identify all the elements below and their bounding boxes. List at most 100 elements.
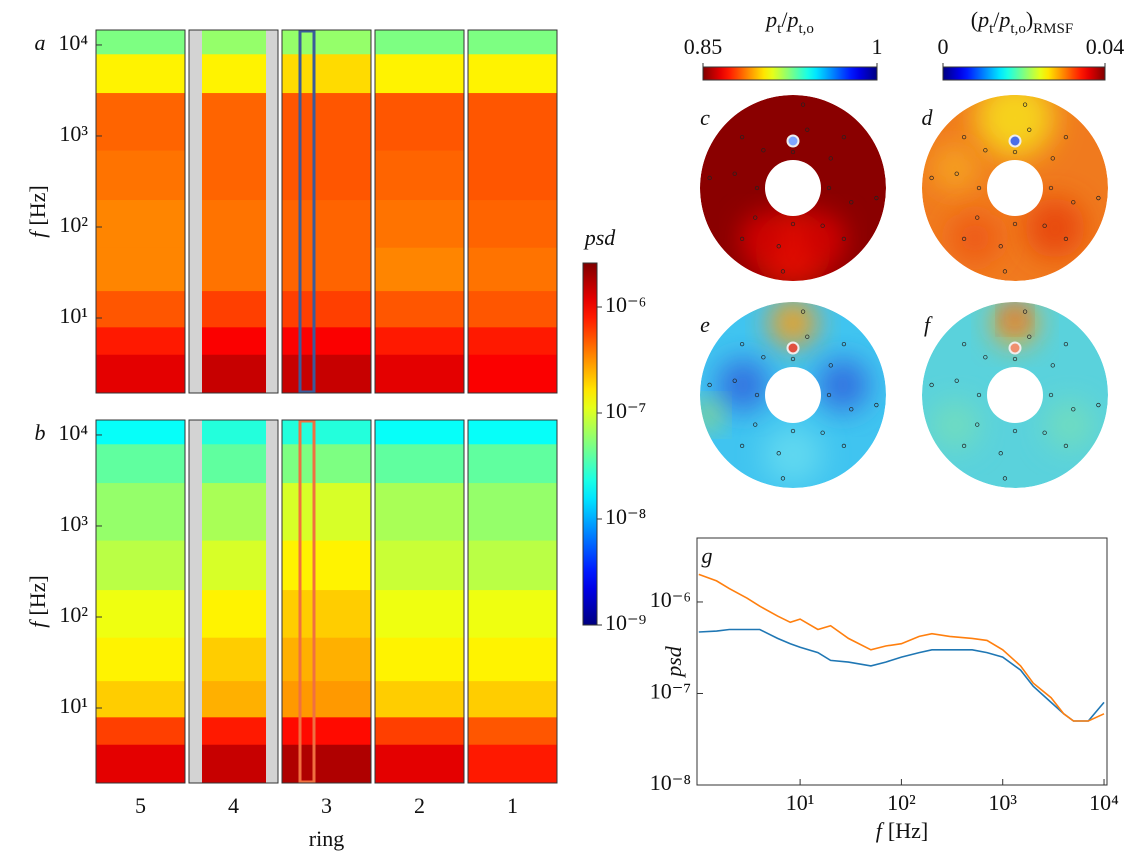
cell: [375, 150, 464, 201]
x-tick-label: 1: [507, 793, 518, 818]
sensor: [961, 134, 967, 140]
cell: [189, 290, 278, 328]
sensor: [983, 355, 988, 360]
cell: [96, 589, 185, 638]
sensor: [1063, 443, 1069, 449]
panel-label: a: [35, 30, 46, 55]
sensor: [828, 363, 833, 368]
label-part: t,o: [798, 21, 813, 37]
cell: [96, 540, 185, 591]
label-part: /: [993, 7, 1000, 32]
x-axis-label: ring: [309, 826, 344, 851]
map-blob: [763, 425, 823, 485]
sensor: [739, 236, 745, 242]
cell: [96, 247, 185, 292]
cell: [189, 150, 278, 201]
cell: [468, 540, 557, 591]
cell: [189, 540, 278, 591]
selected-sensor: [1008, 134, 1022, 148]
map-blob: [741, 216, 785, 260]
line-series: [698, 628, 1105, 722]
y-tick-label: 10⁻⁶: [650, 587, 691, 612]
cell: [96, 53, 185, 94]
sensor: [820, 223, 825, 228]
colorbar-tick-label: 0.04: [1086, 34, 1125, 59]
cell: [468, 53, 557, 94]
x-tick-label: 2: [414, 793, 425, 818]
sensor: [1022, 309, 1028, 314]
cell: [468, 443, 557, 484]
hub: [987, 160, 1043, 216]
cell: [96, 716, 185, 745]
sensor: [780, 476, 786, 481]
cell: [375, 420, 464, 445]
sensor: [754, 185, 760, 191]
cell: [282, 420, 371, 445]
label-part: p: [997, 7, 1010, 32]
sensor: [753, 422, 758, 427]
label-part: ): [1026, 7, 1033, 32]
cell: [375, 589, 464, 638]
sensor: [1027, 334, 1032, 339]
sensor: [1048, 185, 1054, 191]
cell: [96, 326, 185, 355]
heatmap-cells: [96, 30, 557, 393]
colorbar-tick-label: 10⁻⁶: [605, 292, 646, 317]
label-part: f: [25, 619, 50, 628]
cell: [468, 420, 557, 445]
cell: [96, 482, 185, 541]
column-frame: [188, 419, 279, 784]
cell: [282, 680, 371, 718]
cell: [375, 482, 464, 541]
cell: [375, 290, 464, 328]
sensor: [1063, 236, 1069, 242]
axis-label: pt/pt,o: [764, 7, 814, 37]
cell: [375, 716, 464, 745]
sensor: [998, 244, 1003, 249]
cell: [189, 199, 278, 248]
sensor: [820, 430, 825, 435]
map-blob: [817, 359, 869, 411]
missing-sensor: [189, 420, 202, 783]
map-blob: [930, 400, 980, 450]
cell: [375, 199, 464, 248]
overlay: [189, 29, 316, 784]
label-part: [Hz]: [25, 575, 50, 615]
cell: [375, 30, 464, 55]
sensor: [849, 407, 854, 412]
colorbar-tick-label: 0: [938, 34, 949, 59]
cell: [468, 150, 557, 201]
sensor: [1071, 200, 1076, 205]
sensor: [1096, 195, 1101, 201]
cell: [282, 53, 371, 94]
column-frame: [467, 419, 558, 784]
cell: [468, 482, 557, 541]
cell: [282, 247, 371, 292]
cell: [375, 326, 464, 355]
sensor: [929, 175, 934, 181]
cell: [375, 637, 464, 682]
sensor: [1027, 127, 1032, 132]
y-axis-label: psd: [661, 645, 686, 679]
sensor: [983, 148, 988, 153]
cell: [375, 744, 464, 783]
cell: [282, 354, 371, 393]
map-blob: [930, 143, 980, 193]
sensor: [739, 341, 745, 347]
cell: [282, 540, 371, 591]
cell: [468, 30, 557, 55]
sensor: [776, 451, 781, 456]
map-blob: [801, 216, 845, 260]
sensor: [800, 309, 806, 314]
sensor: [1022, 102, 1028, 107]
cell: [96, 637, 185, 682]
sensor: [874, 402, 879, 408]
panel-label: b: [35, 420, 46, 445]
cell: [189, 716, 278, 745]
sensor: [790, 221, 796, 227]
y-tick-label: 10⁻⁸: [650, 770, 691, 795]
cell: [189, 326, 278, 355]
label-part: t,o: [1010, 21, 1025, 37]
cell: [189, 420, 278, 445]
